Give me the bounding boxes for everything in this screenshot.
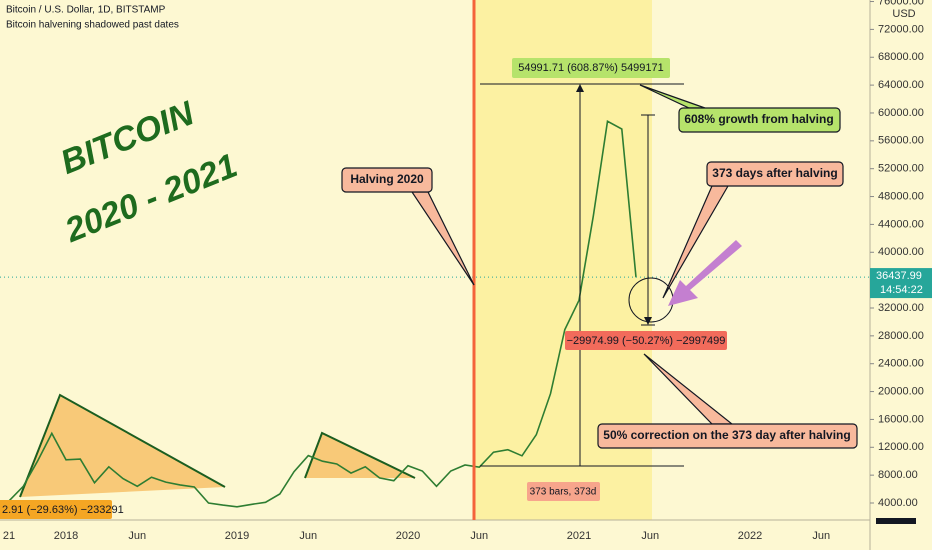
callout-text: 50% correction on the 373 day after halv… [603,428,850,442]
y-tick-label: 4000.00 [878,497,918,509]
y-tick-label: 44000.00 [878,218,924,230]
callout-text: 608% growth from halving [684,112,833,126]
trend-line [304,431,416,479]
y-tick-label: 72000.00 [878,23,924,35]
current-price-label: 36437.99 [876,270,922,282]
measure-label [527,482,600,501]
x-tick-label: 21 [3,530,15,542]
plot-area [0,120,870,508]
y-tick-label: 8000.00 [878,469,918,481]
trend-line [19,393,226,498]
y-tick-label: 60000.00 [878,107,924,119]
x-tick-label: 2019 [225,530,249,542]
callout [678,107,841,133]
callout-text: 373 days after halving [712,166,837,180]
subtitle: Bitcoin halvening shadowed past dates [6,20,179,31]
countdown-label: 14:54:22 [880,284,923,296]
callout [706,161,844,187]
triangle-pattern [305,433,415,478]
callout [341,167,433,193]
currency-label: USD [892,8,915,20]
measure-text: 54991.71 (608.87%) 5499171 [518,62,664,74]
y-tick-label: 24000.00 [878,358,924,370]
measure-text: −29974.99 (−50.27%) −2997499 [567,335,726,347]
callout-text: Halving 2020 [350,172,424,186]
x-tick-label: 2021 [567,530,591,542]
y-tick-label: 56000.00 [878,135,924,147]
callout [597,423,858,449]
measure-label [0,500,112,519]
title: Bitcoin / U.S. Dollar, 1D, BITSTAMP [6,5,166,16]
y-tick-label: 16000.00 [878,413,924,425]
y-tick-label: 64000.00 [878,79,924,91]
arrow-head [576,84,584,92]
price-badge [870,268,932,299]
x-tick-label: 2020 [396,530,420,542]
measure-text: 2.91 (−29.63%) −233291 [2,504,124,516]
y-tick-label: 40000.00 [878,246,924,258]
price-line [8,120,637,508]
measure-text: 373 bars, 373d [530,487,597,498]
x-tick-label: 2022 [738,530,762,542]
scale-button[interactable] [876,518,916,524]
y-tick-label: 68000.00 [878,51,924,63]
x-tick-label: Jun [299,530,317,542]
x-tick-label: 2018 [54,530,78,542]
y-tick-label: 32000.00 [878,302,924,314]
y-tick-label: 28000.00 [878,330,924,342]
x-tick-label: Jun [812,530,830,542]
arrow-head [644,317,652,325]
y-tick-label: 48000.00 [878,190,924,202]
x-tick-label: Jun [128,530,146,542]
y-tick-label: 20000.00 [878,385,924,397]
measure-label [512,58,670,78]
y-tick-label: 52000.00 [878,163,924,175]
measure-label [565,331,727,350]
triangle-pattern [20,395,225,497]
x-tick-label: Jun [470,530,488,542]
y-tick-label: 12000.00 [878,441,924,453]
x-tick-label: Jun [641,530,659,542]
y-tick-label: 76000.00 [878,0,924,7]
purple-arrow [668,240,742,306]
